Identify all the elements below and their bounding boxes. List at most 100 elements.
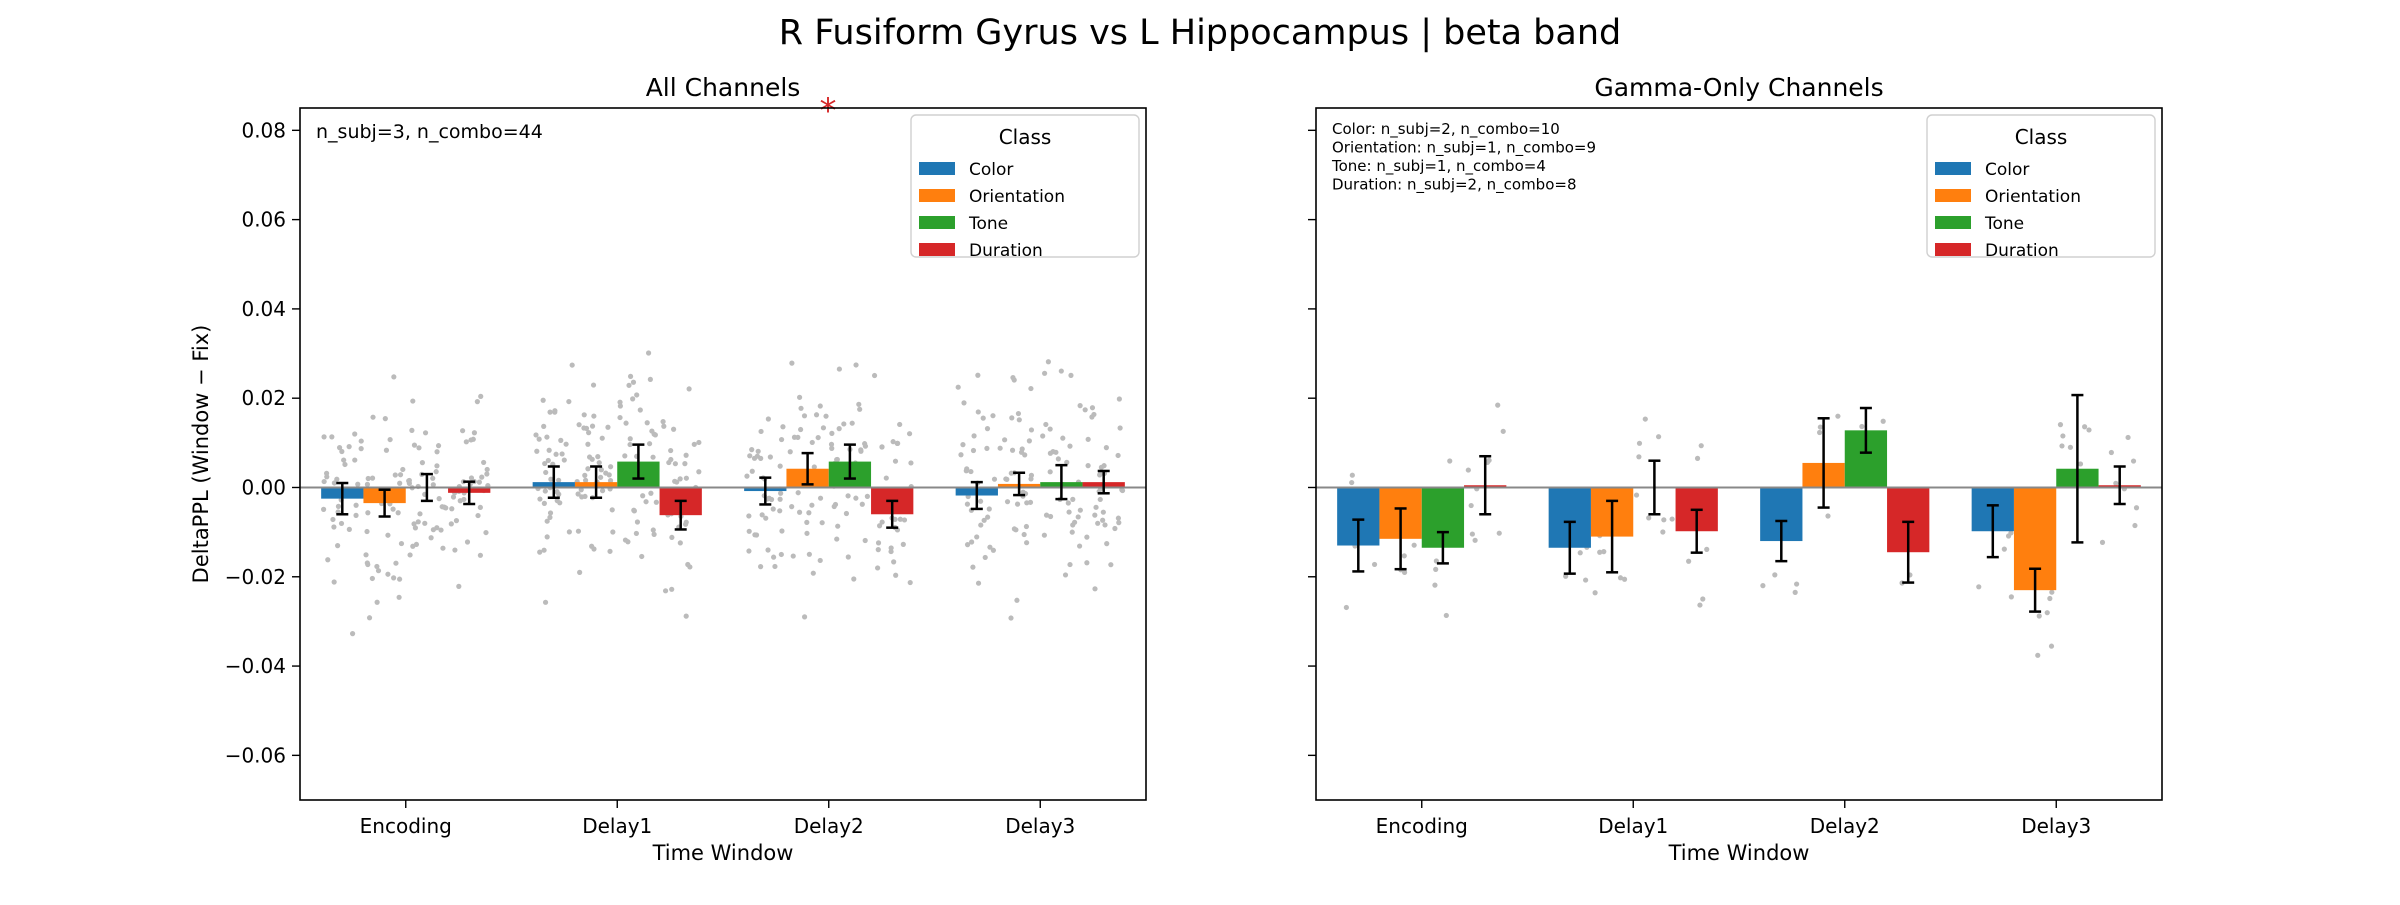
scatter-point: [778, 551, 784, 558]
scatter-point: [871, 372, 878, 379]
scatter-point: [422, 430, 429, 436]
scatter-point: [321, 478, 327, 485]
scatter-point: [1084, 534, 1090, 540]
y-tick-label: 0.02: [241, 386, 286, 410]
scatter-point: [643, 499, 649, 505]
scatter-point: [406, 478, 412, 484]
scatter-point: [768, 496, 775, 503]
scatter-point: [627, 373, 634, 379]
legend-label: Duration: [1985, 241, 2059, 261]
scatter-point: [1411, 542, 1417, 548]
annotation-line: Color: n_subj=2, n_combo=10: [1332, 120, 1560, 139]
scatter-point: [576, 422, 582, 428]
scatter-point: [1636, 440, 1643, 446]
scatter-point: [407, 552, 413, 558]
scatter-point: [430, 482, 436, 488]
scatter-point: [1041, 532, 1047, 538]
scatter-point: [1500, 428, 1506, 434]
scatter-point: [1014, 597, 1020, 603]
scatter-point: [1686, 558, 1692, 564]
scatter-point: [417, 511, 423, 517]
scatter-point: [811, 464, 817, 470]
scatter-point: [590, 382, 597, 388]
scatter-point: [566, 398, 572, 405]
scatter-point: [634, 519, 641, 525]
error-bar-delay1-orientation: [1606, 499, 1619, 574]
scatter-point: [391, 575, 397, 581]
error-bar-delay3-orientation: [2029, 567, 2042, 613]
legend-entry-tone: Tone: [919, 214, 1008, 234]
scatter-point: [355, 481, 361, 487]
scatter-point: [541, 423, 547, 429]
scatter-point: [533, 432, 539, 438]
scatter-point: [478, 393, 484, 399]
scatter-point: [586, 430, 592, 436]
scatter-point: [834, 536, 840, 542]
scatter-point: [390, 506, 396, 512]
scatter-point: [888, 548, 894, 555]
scatter-point: [1026, 438, 1032, 444]
scatter-point: [849, 420, 855, 426]
scatter-point: [960, 442, 966, 448]
scatter-point: [978, 498, 984, 504]
legend: Class Color Orientation Tone Duration: [910, 114, 1140, 261]
scatter-point: [1636, 454, 1642, 460]
scatter-point: [1021, 531, 1027, 538]
scatter-point: [1495, 402, 1501, 408]
legend-entry-duration: Duration: [919, 241, 1043, 261]
scatter-point: [1053, 449, 1059, 455]
scatter-point: [1009, 447, 1016, 453]
scatter-point: [617, 399, 623, 405]
scatter-point: [468, 475, 475, 481]
scatter-point: [2048, 643, 2055, 649]
error-bar-delay3-tone: [1055, 463, 1068, 501]
error-bar-delay1-duration: [674, 499, 687, 531]
scatter-point: [548, 476, 554, 482]
scatter-point: [369, 575, 375, 582]
error-bar-encoding-tone: [420, 472, 433, 503]
error-bar-delay1-color: [1563, 520, 1576, 575]
scatter-point: [772, 563, 778, 570]
scatter-point: [547, 510, 554, 516]
scatter-point: [365, 510, 371, 516]
scatter-point: [986, 506, 992, 512]
scatter-point: [1102, 522, 1108, 528]
scatter-point: [1563, 573, 1569, 579]
scatter-point: [393, 560, 399, 566]
scatter-point: [789, 504, 795, 510]
scatter-point: [809, 439, 815, 446]
scatter-point: [749, 468, 755, 474]
scatter-point: [2044, 610, 2050, 616]
scatter-point: [603, 470, 609, 476]
scatter-point: [536, 436, 542, 442]
scatter-point: [1085, 463, 1091, 469]
scatter-point: [2108, 449, 2114, 456]
scatter-point: [853, 362, 859, 368]
scatter-point: [752, 532, 758, 538]
scatter-point: [991, 476, 998, 482]
x-axis-label: Time Window: [652, 841, 794, 865]
scatter-point: [2059, 443, 2065, 449]
scatter-point: [985, 514, 991, 520]
scatter-point: [1060, 435, 1066, 441]
scatter-point: [364, 560, 370, 566]
scatter-point: [591, 413, 597, 419]
scatter-point: [575, 491, 581, 497]
y-tick-label: −0.04: [225, 654, 286, 678]
scatter-point: [677, 476, 683, 482]
scatter-point: [778, 436, 785, 443]
scatter-point: [363, 552, 369, 558]
error-bar-encoding-color: [336, 481, 349, 516]
error-bar-delay3-duration: [1097, 469, 1110, 495]
scatter-point: [1697, 602, 1703, 608]
scatter-point: [644, 420, 650, 426]
scatter-point: [2099, 539, 2106, 545]
y-axis-label: DeltaPPL (Window − Fix): [189, 325, 213, 584]
scatter-point: [585, 466, 591, 472]
scatter-point: [383, 447, 390, 453]
scatter-point: [683, 613, 689, 619]
scatter-point: [791, 434, 798, 440]
scatter-point: [1077, 403, 1083, 409]
scatter-point: [1085, 436, 1091, 442]
scatter-point: [1465, 467, 1471, 473]
